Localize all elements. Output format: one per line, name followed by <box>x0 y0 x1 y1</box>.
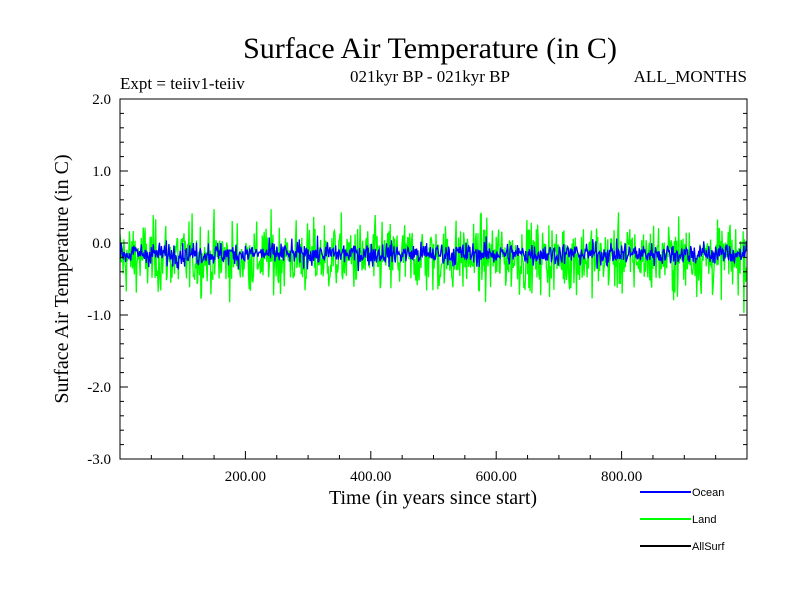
y-tick-label: 0.0 <box>92 236 111 252</box>
series-layer <box>119 209 748 313</box>
x-tick-label: 600.00 <box>476 469 517 485</box>
y-axis-label: Surface Air Temperature (in C) <box>51 154 73 403</box>
chart-subtitle-left: Expt = teiiv1-teiiv <box>120 74 245 93</box>
legend-label-land: Land <box>692 514 716 526</box>
series-line-land <box>119 209 748 313</box>
chart-subtitle-center: 021kyr BP - 021kyr BP <box>350 67 510 86</box>
chart-subtitle-right: ALL_MONTHS <box>634 67 747 86</box>
chart-title: Surface Air Temperature (in C) <box>243 32 617 65</box>
legend-label-ocean: Ocean <box>692 487 724 499</box>
y-tick-label: -2.0 <box>87 380 111 396</box>
plot-frame <box>119 98 748 460</box>
x-axis-label: Time (in years since start) <box>329 487 537 509</box>
axis-layer: 200.00 400.00 600.00 800.00 2.0 1.0 0.0 -1.0 -2.… <box>87 92 747 485</box>
y-tick-label: 2.0 <box>92 92 111 108</box>
x-tick-label: 400.00 <box>350 469 391 485</box>
y-tick-label: 1.0 <box>92 164 111 180</box>
y-tick-label: -1.0 <box>87 308 111 324</box>
x-tick-label: 800.00 <box>601 469 642 485</box>
x-tick-label: 200.00 <box>225 469 266 485</box>
y-tick-label: -3.0 <box>87 452 111 468</box>
legend-label-allsurf: AllSurf <box>692 541 725 553</box>
legend: Ocean Land AllSurf <box>640 487 725 553</box>
series-line-ocean <box>119 235 748 272</box>
